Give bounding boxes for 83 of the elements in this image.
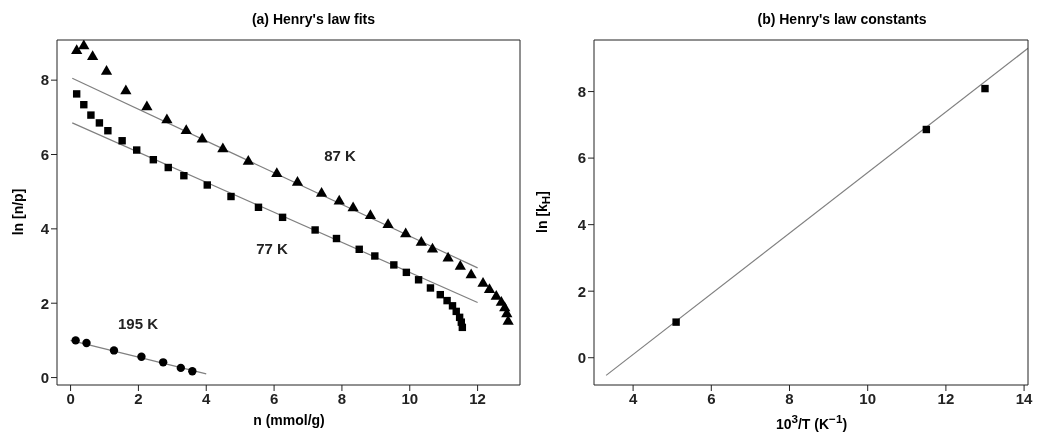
y-tick-label: 8: [577, 82, 586, 100]
point: [104, 127, 112, 135]
x-tick-label: 8: [785, 389, 794, 407]
point: [443, 296, 451, 305]
point: [400, 227, 412, 238]
point: [490, 290, 502, 300]
point: [86, 50, 99, 60]
x-tick-label: 4: [202, 389, 212, 407]
y-tick-label: 4: [40, 220, 50, 238]
point: [382, 218, 394, 229]
point: [176, 363, 185, 373]
y-axis-title: ln [n/p]: [10, 188, 26, 236]
point: [158, 358, 168, 367]
point: [390, 261, 398, 269]
y-tick-label: 0: [577, 349, 586, 367]
chart-title: (a) Henry's law fits: [251, 11, 376, 27]
x-tick-label: 2: [134, 389, 143, 407]
y-tick-label: 2: [577, 282, 586, 300]
y-tick-label: 2: [40, 294, 49, 312]
y-tick-label: 6: [40, 145, 49, 163]
point: [448, 302, 457, 310]
point: [120, 84, 132, 95]
point: [180, 171, 188, 180]
point: [415, 236, 427, 246]
point: [109, 346, 119, 355]
x-tick-label: 12: [937, 389, 955, 407]
point: [217, 142, 229, 153]
point: [72, 90, 81, 98]
point: [426, 242, 439, 253]
y-tick-label: 8: [40, 71, 49, 89]
point: [100, 65, 113, 75]
point: [442, 251, 454, 262]
x-tick-label: 0: [66, 389, 75, 407]
x-tick-label: 10: [401, 389, 419, 407]
annotation: 195 K: [117, 314, 159, 332]
x-tick-label: 6: [707, 389, 716, 407]
x-tick-label: 10: [859, 389, 877, 407]
point: [82, 338, 91, 348]
point: [454, 259, 466, 270]
point: [426, 284, 435, 292]
point: [981, 84, 989, 93]
y-tick-label: 4: [577, 215, 587, 233]
point: [242, 155, 254, 165]
point: [465, 268, 477, 279]
point: [118, 137, 126, 145]
x-tick-label: 4: [628, 389, 638, 407]
point: [180, 124, 192, 134]
point: [364, 209, 377, 220]
x-tick-label: 12: [469, 389, 486, 407]
point: [137, 352, 146, 361]
point: [333, 194, 345, 205]
point: [87, 111, 95, 119]
point: [672, 318, 680, 326]
point: [188, 367, 197, 376]
point: [161, 113, 173, 124]
point: [71, 44, 83, 55]
x-axis-title: 10$^{3}$/T (K$^{−1}$): [775, 412, 848, 432]
chart-title: (b) Henry's law constants: [757, 11, 927, 27]
point: [271, 167, 283, 178]
annotation: 87 K: [324, 146, 356, 164]
point: [95, 119, 104, 127]
annotation: 77 K: [256, 239, 288, 257]
point: [71, 336, 80, 345]
x-tick-label: 8: [337, 389, 347, 407]
x-tick-label: 6: [269, 389, 279, 407]
point: [477, 277, 489, 287]
point: [347, 201, 359, 212]
point: [80, 100, 88, 109]
point: [133, 146, 141, 154]
y-tick-label: 0: [40, 368, 49, 386]
x-axis-title: n (mmol/g): [253, 412, 325, 428]
point: [203, 181, 211, 189]
point: [141, 100, 153, 111]
point: [315, 187, 328, 197]
point: [227, 192, 235, 201]
y-tick-label: 6: [577, 149, 586, 167]
point: [78, 40, 90, 50]
point: [196, 132, 208, 143]
point: [371, 252, 379, 260]
x-tick-label: 14: [1015, 389, 1034, 407]
point: [311, 226, 319, 234]
point: [483, 283, 496, 294]
point: [291, 175, 304, 186]
